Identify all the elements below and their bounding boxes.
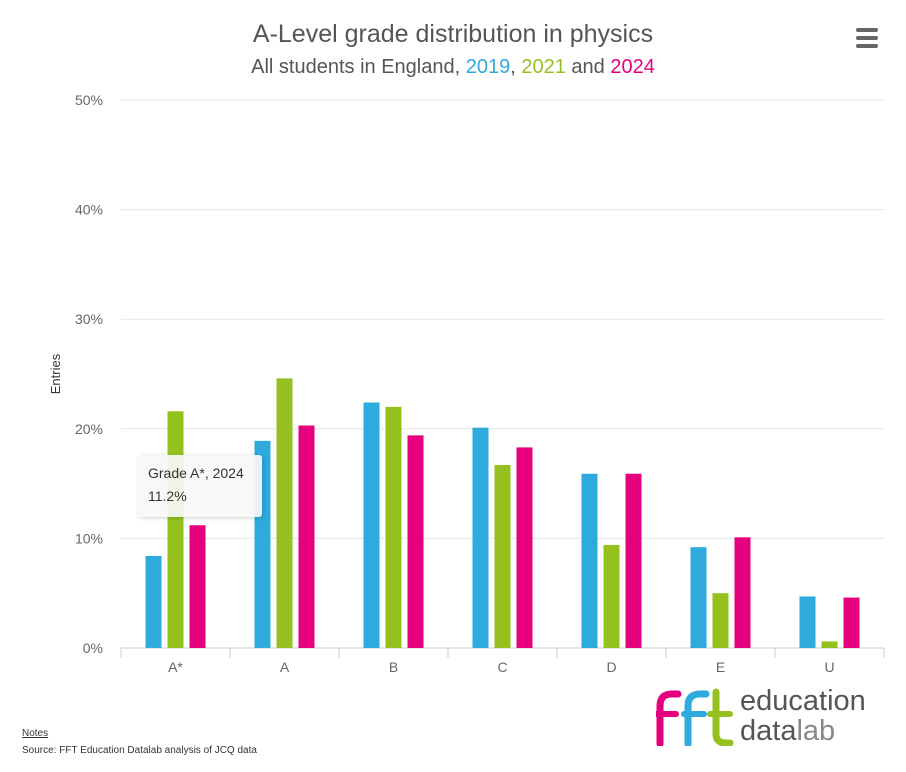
- bar-2021: [385, 406, 402, 648]
- bar-2024: [734, 537, 751, 648]
- fft-education-datalab-logo: education datalab: [653, 686, 896, 748]
- subtitle-sep-2: and: [565, 56, 611, 78]
- bar-2019: [690, 547, 707, 648]
- subtitle-year-2024: 2024: [610, 56, 655, 78]
- logo-word-lab: lab: [796, 715, 836, 747]
- bar-2021: [494, 464, 511, 648]
- bar-2019: [799, 596, 816, 648]
- chart-title: A-Level grade distribution in physics: [252, 20, 654, 48]
- bar-2024: [298, 425, 315, 648]
- bar-2024: [407, 435, 424, 648]
- fft-logo-mark-icon: [653, 688, 734, 748]
- bar-2021: [712, 593, 729, 648]
- hamburger-menu-icon[interactable]: [856, 28, 884, 50]
- bar-2024: [625, 473, 642, 648]
- subtitle-year-2019: 2019: [465, 56, 511, 78]
- y-tick-label: 10%: [75, 530, 103, 546]
- bar-2019: [363, 402, 380, 648]
- y-tick-label: 20%: [75, 421, 103, 437]
- bar-2021: [167, 411, 184, 648]
- tooltip-title: Grade A*, 2024: [148, 465, 244, 481]
- y-tick-label: 30%: [75, 311, 103, 327]
- notes-link[interactable]: Notes: [22, 728, 49, 739]
- y-tick-label: 40%: [75, 202, 103, 218]
- x-tick-label: B: [389, 659, 398, 675]
- logo-word-data: data: [740, 715, 797, 747]
- bar-2019: [581, 473, 598, 648]
- x-tick-label: U: [824, 659, 834, 675]
- subtitle-sep-1: ,: [510, 56, 522, 78]
- source-credit: Source: FFT Education Datalab analysis o…: [22, 745, 257, 756]
- x-tick-label: A*: [168, 659, 183, 675]
- x-tick-label: C: [497, 659, 507, 675]
- bar-2019: [145, 555, 162, 648]
- x-tick-label: D: [606, 659, 616, 675]
- chart-tooltip: Grade A*, 2024 11.2%: [138, 455, 262, 517]
- y-tick-label: 0%: [83, 640, 103, 656]
- logo-wordmark: education datalab: [740, 686, 866, 746]
- x-tick-label: E: [716, 659, 725, 675]
- y-tick-label: 50%: [75, 92, 103, 108]
- y-axis-label: Entries: [48, 353, 63, 394]
- bar-2019: [472, 427, 489, 648]
- bar-2021: [603, 544, 620, 648]
- chart-subtitle: All students in England, 2019, 2021 and …: [0, 56, 906, 79]
- bar-2024: [189, 525, 206, 648]
- subtitle-year-2021: 2021: [521, 56, 566, 78]
- logo-word-education: education: [740, 685, 866, 717]
- bar-2024: [843, 597, 860, 648]
- bar-2021: [821, 641, 838, 648]
- x-tick-label: A: [280, 659, 290, 675]
- bar-2024: [516, 447, 533, 648]
- bar-2021: [276, 378, 293, 648]
- subtitle-prefix: All students in England,: [251, 56, 466, 78]
- tooltip-value: 11.2%: [148, 488, 187, 504]
